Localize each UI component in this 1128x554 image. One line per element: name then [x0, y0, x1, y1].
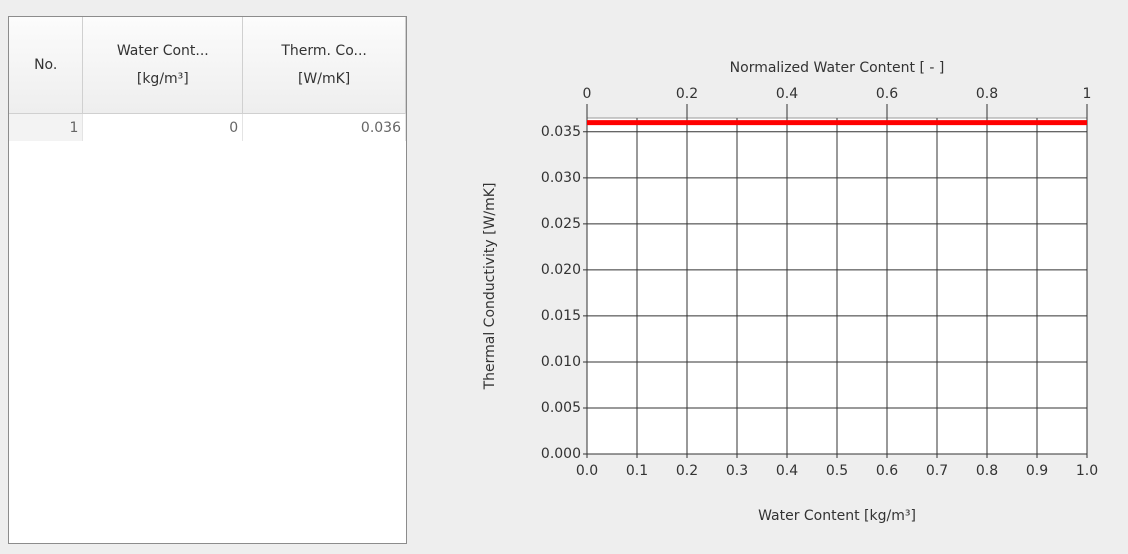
x-tick-label: 0.1	[626, 463, 648, 479]
x-tick-label: 0.3	[726, 463, 748, 479]
header-row: No. Water Cont... [kg/m³] Therm. Co... [W/mK…	[9, 17, 406, 114]
x-tick-label: 0.6	[876, 463, 898, 479]
y-tick-label: 0.010	[541, 354, 581, 370]
header-text: Therm. Co...	[281, 43, 367, 59]
x2-tick-label: 0	[583, 86, 592, 102]
y-tick-label: 0.000	[541, 446, 581, 462]
x2-tick-label: 1	[1083, 86, 1092, 102]
x-tick-label: 0.4	[776, 463, 798, 479]
x-tick-label: 0.9	[1026, 463, 1048, 479]
data-table: No. Water Cont... [kg/m³] Therm. Co... [W/mK…	[9, 17, 406, 141]
header-text: No.	[34, 57, 58, 73]
header-text: [kg/m³]	[136, 71, 189, 87]
y-tick-label: 0.035	[541, 124, 581, 140]
x-tick-label: 0.0	[576, 463, 598, 479]
x-tick-label: 0.5	[826, 463, 848, 479]
y-tick-label: 0.020	[541, 262, 581, 278]
y-tick-label: 0.015	[541, 308, 581, 324]
x2-axis-label: Normalized Water Content [ - ]	[730, 60, 945, 76]
header-text: [W/mK]	[297, 71, 351, 87]
x-tick-label: 0.8	[976, 463, 998, 479]
column-header: No.	[9, 17, 84, 114]
table-panel: No. Water Cont... [kg/m³] Therm. Co... [W/mK…	[8, 16, 407, 544]
table-cell: 0	[82, 113, 244, 141]
x-axis-label: Water Content [kg/m³]	[758, 508, 916, 524]
y-axis-label: Thermal Conductivity [W/mK]	[482, 183, 498, 391]
x-tick-label: 0.2	[676, 463, 698, 479]
x-tick-label: 0.7	[926, 463, 948, 479]
x2-tick-label: 0.8	[976, 86, 998, 102]
y-tick-label: 0.025	[541, 216, 581, 232]
table-row: 1 0 0.036	[9, 113, 406, 141]
x-tick-label: 1.0	[1076, 463, 1098, 479]
table-cell: 0.036	[242, 113, 406, 141]
header-text: Water Cont...	[116, 43, 209, 59]
column-header: Water Cont... [kg/m³]	[82, 17, 244, 114]
x2-tick-label: 0.6	[876, 86, 898, 102]
x2-tick-label: 0.2	[676, 86, 698, 102]
table-body: 1 0 0.036	[9, 113, 406, 141]
y-tick-label: 0.030	[541, 170, 581, 186]
y-tick-label: 0.005	[541, 400, 581, 416]
x2-tick-label: 0.4	[776, 86, 798, 102]
column-header: Therm. Co... [W/mK]	[242, 17, 406, 114]
table-cell: 1	[9, 113, 84, 141]
